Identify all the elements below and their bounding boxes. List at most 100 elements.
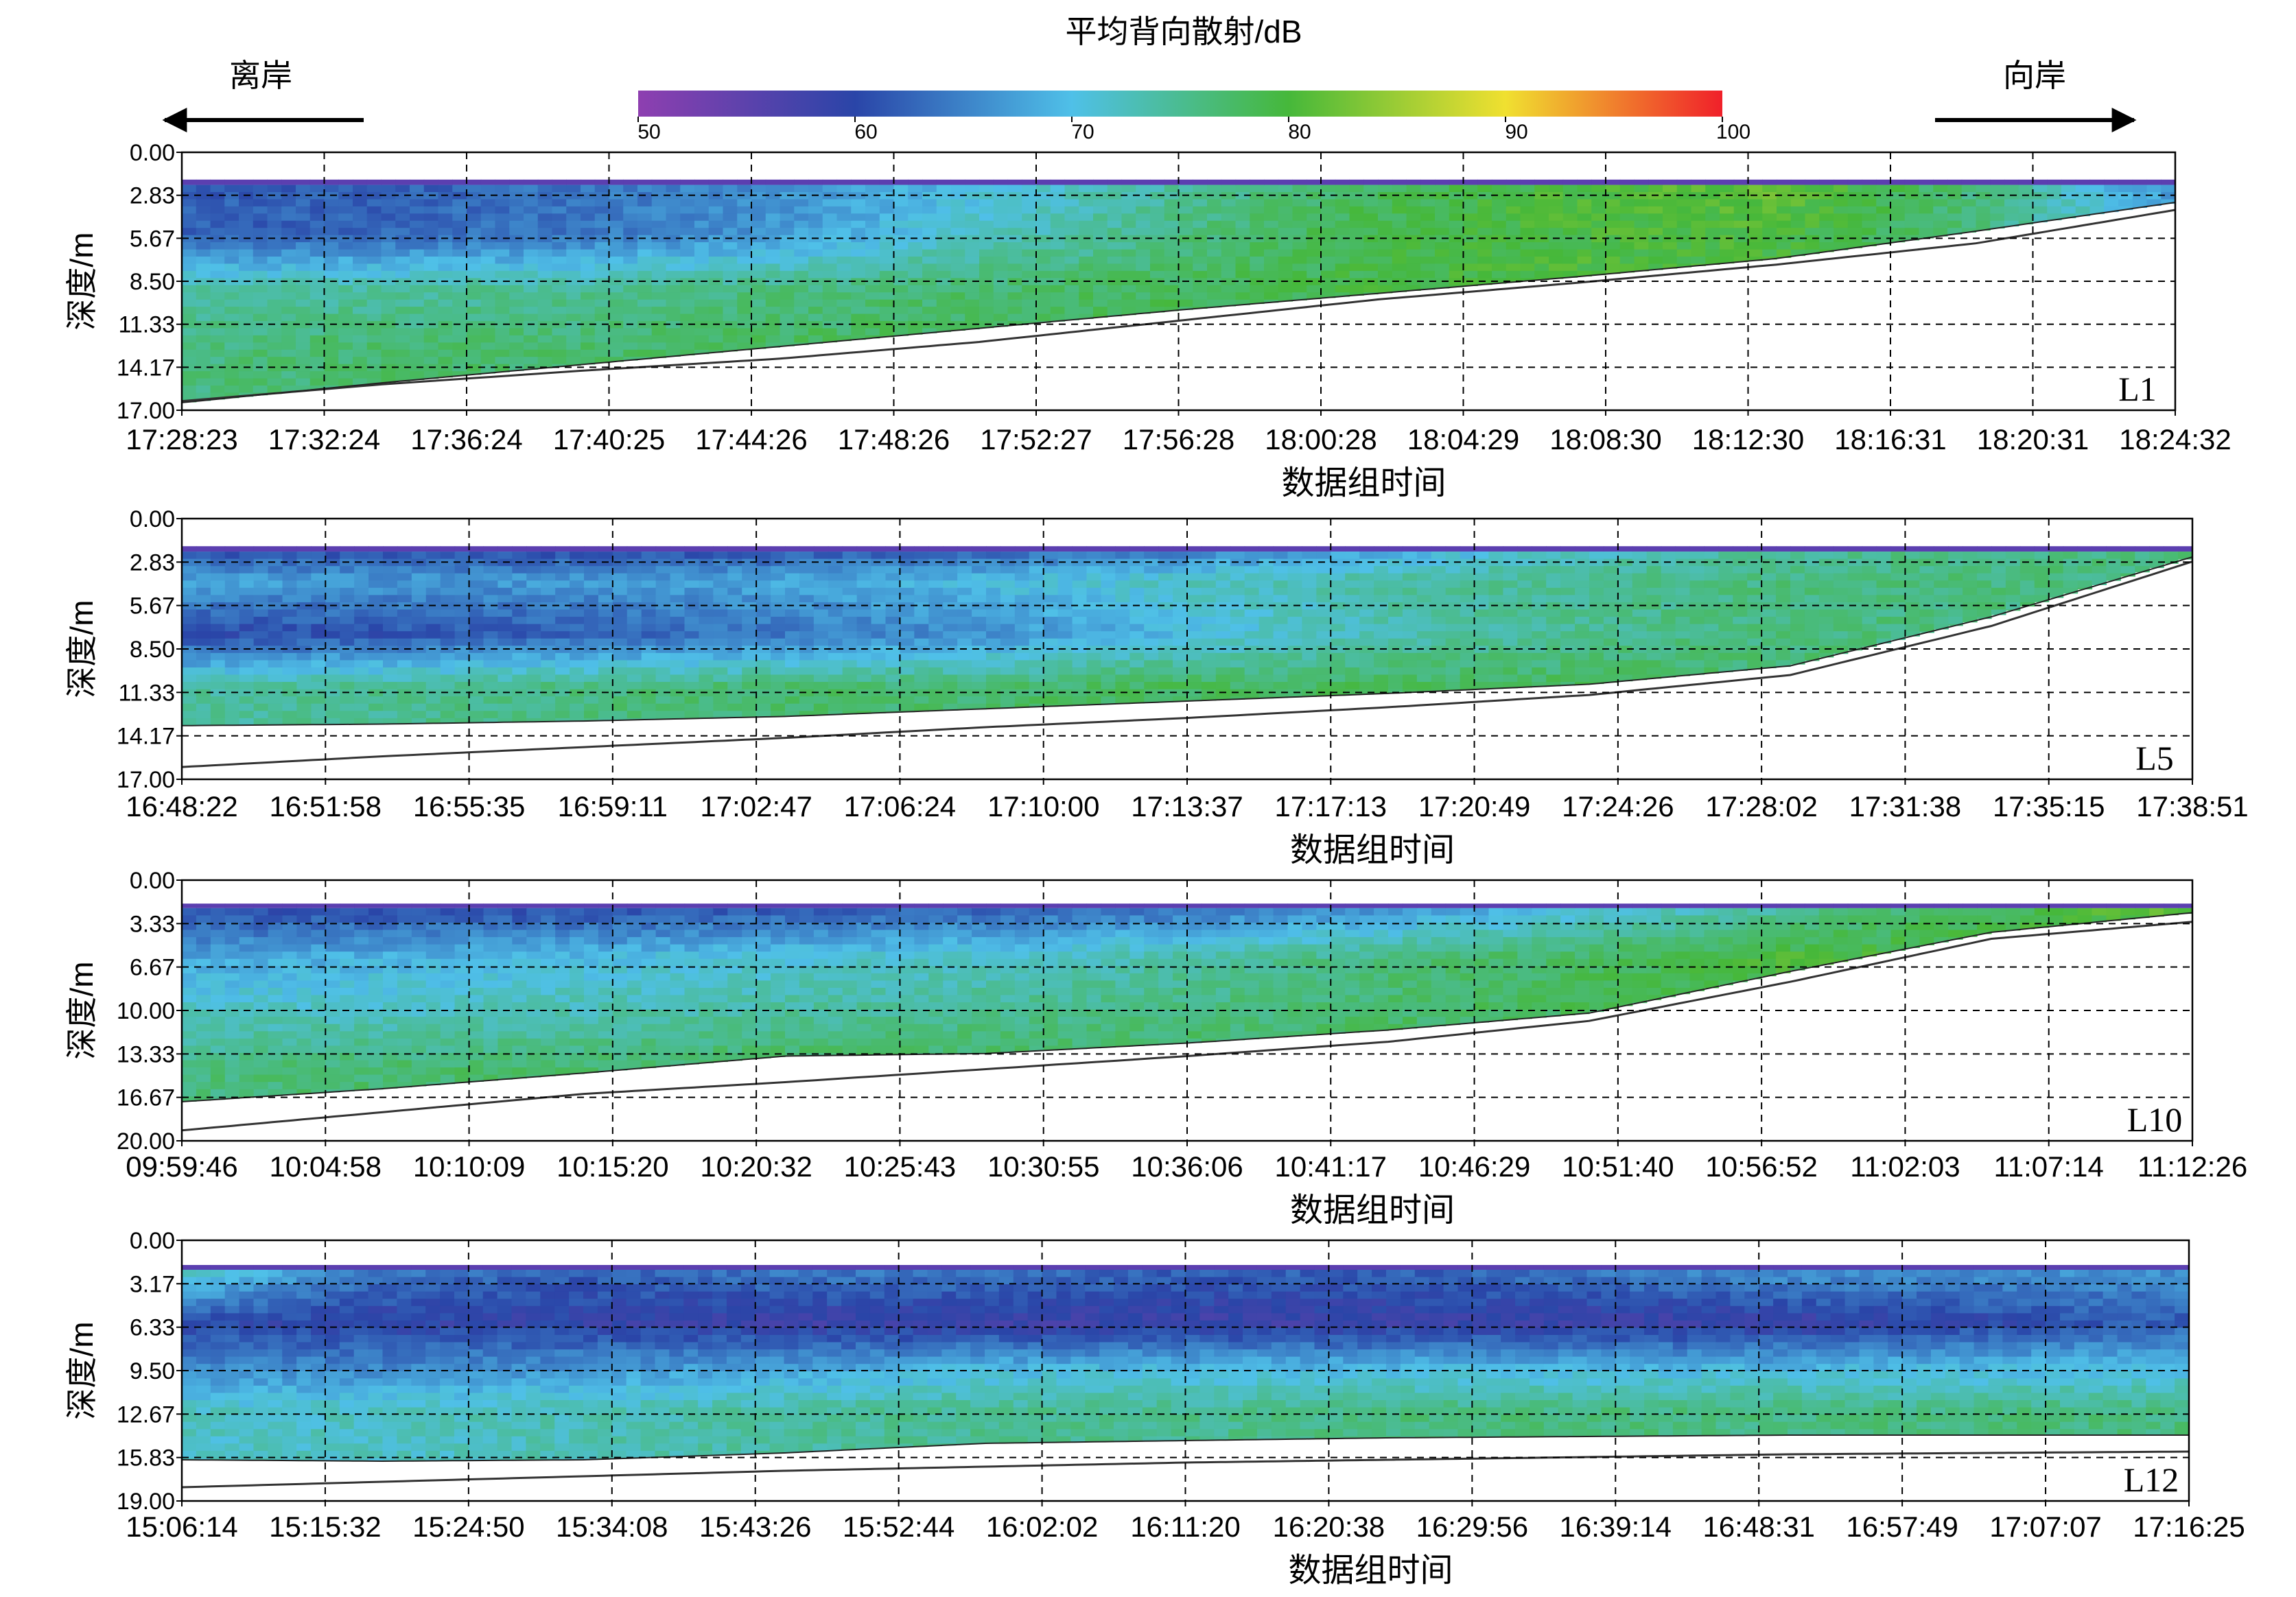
heatmap-cell [1805, 228, 1820, 236]
heatmap-cell [239, 285, 254, 293]
heatmap-cell [885, 609, 901, 617]
heatmap-cell [324, 328, 339, 336]
heatmap-cell [340, 660, 355, 668]
heatmap-cell [1349, 249, 1364, 257]
heatmap-cell [469, 552, 484, 560]
heatmap-cell [993, 242, 1009, 250]
heatmap-cell [928, 660, 944, 668]
heatmap-cell [1876, 191, 1891, 200]
heatmap-cell [570, 646, 585, 654]
heatmap-cell [1420, 228, 1436, 236]
heatmap-cell [813, 546, 829, 552]
heatmap-cell [2018, 220, 2034, 225]
heatmap-cell [694, 249, 710, 257]
heatmap-cell [1029, 552, 1044, 560]
heatmap-cell [1107, 270, 1123, 279]
heatmap-cell [694, 307, 710, 315]
heatmap-cell [723, 206, 738, 214]
heatmap-cell [651, 342, 667, 351]
heatmap-cell [368, 703, 384, 711]
heatmap-cell [495, 228, 510, 236]
heatmap-cell [799, 652, 815, 661]
heatmap-cell [469, 638, 484, 646]
heatmap-cell [239, 652, 255, 661]
heatmap-cell [1079, 213, 1094, 222]
heatmap-cell [1230, 617, 1245, 625]
heatmap-cell [893, 292, 909, 300]
heatmap-cell [555, 602, 570, 611]
heatmap-cell [2061, 191, 2076, 200]
heatmap-cell [626, 624, 642, 632]
heatmap-cell [512, 660, 527, 668]
heatmap-cell [1158, 660, 1173, 668]
heatmap-cell [196, 646, 211, 654]
heatmap-cell [1532, 546, 1547, 552]
heatmap-cell [454, 546, 470, 552]
heatmap-cell [537, 179, 553, 185]
heatmap-cell [381, 357, 396, 365]
heatmap-cell [684, 674, 700, 683]
heatmap-cell [609, 328, 624, 336]
heatmap-cell [452, 299, 467, 307]
heatmap-cell [1402, 682, 1418, 690]
heatmap-cell [383, 674, 398, 683]
heatmap-cell [570, 546, 585, 552]
heatmap-cell [239, 228, 254, 236]
heatmap-cell [1577, 179, 1592, 185]
heatmap-cell [1121, 263, 1136, 272]
heatmap-cell [655, 689, 671, 697]
heatmap-cell [666, 299, 681, 307]
heatmap-cell [366, 335, 382, 343]
heatmap-cell [526, 617, 541, 625]
heatmap-cell [1235, 292, 1250, 300]
heatmap-cell [1416, 652, 1432, 661]
heatmap-cell [253, 546, 269, 552]
heatmap-cell [680, 185, 695, 193]
heatmap-cell [512, 631, 527, 639]
heatmap-cell [497, 652, 513, 661]
heatmap-cell [383, 609, 398, 617]
heatmap-cell [842, 587, 858, 595]
heatmap-cell [182, 624, 197, 632]
heatmap-cell [626, 703, 642, 711]
heatmap-cell [423, 357, 439, 365]
heatmap-cell [1335, 199, 1350, 207]
heatmap-cell [1720, 199, 1735, 207]
heatmap-cell [936, 328, 952, 332]
heatmap-cell [296, 385, 311, 392]
heatmap-cell [281, 256, 296, 265]
heatmap-cell [282, 552, 298, 560]
heatmap-cell [1079, 220, 1094, 228]
heatmap-cell [268, 580, 283, 589]
heatmap-cell [1079, 249, 1094, 257]
heatmap-cell [1150, 285, 1165, 293]
heatmap-cell [1000, 546, 1016, 552]
heatmap-cell [541, 580, 556, 589]
heatmap-cell [1431, 660, 1446, 668]
heatmap-cell [210, 364, 225, 372]
heatmap-cell [765, 270, 781, 279]
heatmap-cell [1431, 573, 1446, 581]
heatmap-cell [1307, 235, 1322, 243]
heatmap-cell [584, 711, 599, 719]
heatmap-cell [381, 278, 396, 286]
heatmap-cell [366, 314, 382, 322]
heatmap-cell [972, 624, 987, 632]
heatmap-cell [1244, 609, 1260, 617]
heatmap-cell [799, 631, 815, 639]
heatmap-cell [651, 206, 667, 214]
heatmap-cell [224, 682, 240, 690]
heatmap-cell [637, 185, 653, 193]
heatmap-cell [452, 335, 467, 343]
heatmap-cell [972, 595, 987, 603]
heatmap-cell [1150, 235, 1165, 243]
heatmap-cell [1230, 631, 1245, 639]
heatmap-cell [609, 307, 624, 315]
heatmap-cell [965, 242, 980, 250]
heatmap-cell [452, 349, 467, 357]
heatmap-cell [1064, 242, 1079, 250]
heatmap-cell [771, 638, 786, 646]
heatmap-cell [822, 179, 838, 185]
heatmap-cell [1562, 206, 1578, 214]
heatmap-cell [813, 631, 829, 639]
